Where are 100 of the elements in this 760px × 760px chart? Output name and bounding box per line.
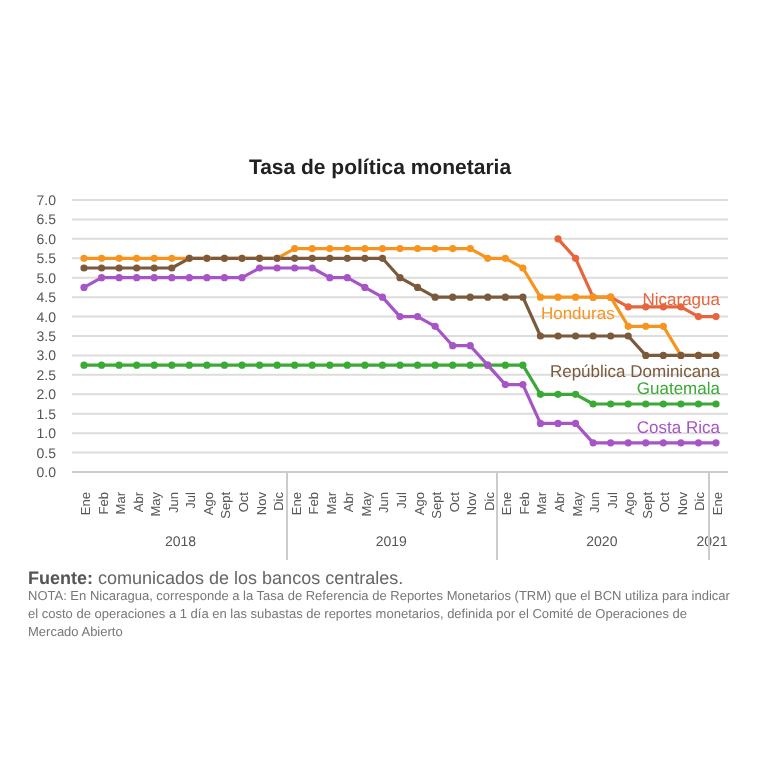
point (168, 264, 176, 272)
point (115, 361, 123, 369)
point (326, 244, 334, 253)
series-label: Honduras (540, 303, 615, 324)
point (712, 312, 720, 321)
point (291, 264, 299, 272)
point (80, 283, 88, 292)
point (536, 293, 545, 301)
point (571, 332, 580, 340)
point (413, 244, 422, 253)
point (343, 274, 351, 282)
point (273, 264, 281, 272)
point (255, 361, 264, 369)
point (694, 400, 703, 408)
point (642, 439, 650, 447)
point (343, 254, 351, 262)
point (150, 264, 158, 272)
point (80, 264, 88, 272)
point (431, 293, 439, 301)
point (273, 361, 281, 369)
point (115, 254, 123, 262)
point (466, 244, 474, 253)
point (624, 332, 632, 340)
point (185, 274, 193, 282)
series-label: Guatemala (636, 378, 721, 398)
point (238, 274, 246, 282)
point (308, 244, 316, 253)
point (642, 322, 650, 330)
point (466, 293, 474, 301)
point (694, 312, 703, 321)
point (413, 283, 422, 292)
point (536, 332, 545, 340)
series-label: Costa Rica (636, 416, 721, 437)
point (308, 361, 316, 369)
point (378, 254, 387, 262)
point (203, 361, 211, 369)
point (677, 439, 685, 447)
source-note: Fuente: comunicados de los bancos centrales. (28, 568, 406, 588)
point (150, 361, 158, 369)
point (168, 361, 176, 369)
point (659, 322, 667, 330)
point (554, 235, 562, 243)
point (519, 380, 527, 389)
point (624, 400, 632, 408)
point (255, 264, 264, 272)
point (150, 274, 158, 282)
point (694, 439, 703, 447)
point (326, 274, 334, 282)
point (449, 293, 457, 301)
series-label: Nicaragua (642, 288, 721, 309)
point (220, 274, 229, 282)
series-label: República Dominicana (549, 361, 721, 382)
point (449, 342, 457, 350)
point (413, 361, 422, 369)
point (97, 361, 106, 369)
point (343, 361, 351, 369)
point (291, 254, 299, 262)
point (571, 254, 580, 262)
point (133, 264, 141, 272)
point (571, 390, 580, 398)
point (659, 400, 667, 408)
point (378, 361, 387, 369)
point (168, 274, 176, 282)
point (501, 293, 509, 301)
point (501, 380, 509, 389)
point (589, 332, 597, 340)
point (536, 419, 545, 428)
point (624, 439, 632, 447)
point (343, 244, 351, 253)
point (449, 361, 457, 369)
point (308, 254, 316, 262)
point (554, 332, 562, 340)
point (97, 274, 106, 282)
point (484, 254, 492, 262)
point (431, 361, 439, 369)
point (133, 361, 141, 369)
point (115, 264, 123, 272)
point (607, 439, 615, 447)
point (326, 254, 334, 262)
point (80, 361, 88, 369)
point (571, 419, 580, 428)
point (97, 254, 106, 262)
point (589, 439, 597, 447)
point (378, 244, 387, 253)
point (536, 390, 545, 398)
point (308, 264, 316, 272)
point (220, 361, 229, 369)
point (291, 361, 299, 369)
point (607, 332, 615, 340)
point (712, 400, 720, 408)
chart-title: Tasa de política monetaria (246, 156, 514, 180)
point (624, 303, 632, 311)
point (659, 439, 667, 447)
point (238, 361, 246, 369)
point (642, 400, 650, 408)
point (97, 264, 106, 272)
point (484, 293, 492, 301)
point (554, 293, 562, 301)
point (449, 244, 457, 253)
point (501, 254, 509, 262)
